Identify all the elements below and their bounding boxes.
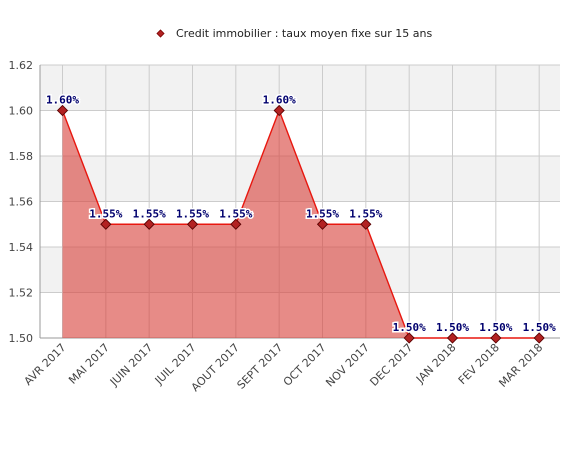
- legend-marker: [156, 29, 165, 38]
- x-tick-label: MAR 2018: [496, 341, 545, 390]
- y-tick-label: 1.58: [9, 150, 34, 163]
- y-tick-label: 1.54: [9, 241, 34, 254]
- data-labels: 1.60% 1.55% 1.55% 1.55% 1.55% 1.60% 1.55% 1.55%…: [44, 92, 557, 336]
- data-point-marker: [273, 104, 285, 117]
- data-point-marker: [360, 218, 372, 230]
- data-label: 1.55%: [176, 207, 209, 220]
- x-tick-label: SEPT 2017: [235, 341, 286, 392]
- data-point-marker: [490, 332, 502, 344]
- x-tick-label: AVR 2017: [22, 341, 69, 388]
- data-label: 1.50%: [436, 321, 469, 334]
- series-line: [61, 108, 540, 339]
- data-label: 1.55%: [133, 207, 166, 220]
- data-point-marker: [56, 104, 69, 117]
- data-label: 1.50%: [479, 321, 512, 334]
- y-tick-label: 1.52: [9, 287, 34, 300]
- y-axis: 1.50 1.52 1.54 1.56 1.58 1.60 1.62: [9, 59, 34, 345]
- data-point-marker: [143, 218, 155, 230]
- y-tick-label: 1.56: [9, 196, 34, 209]
- data-label: 1.55%: [306, 207, 339, 220]
- data-label: 1.50%: [523, 321, 556, 334]
- data-point-marker: [186, 218, 199, 230]
- data-point-marker: [446, 332, 459, 344]
- x-tick-label: JAN 2018: [413, 341, 458, 386]
- data-point-marker: [230, 218, 242, 230]
- data-point-marker: [100, 218, 112, 230]
- x-tick-label: DEC 2017: [367, 341, 415, 389]
- series-area-fill: [62, 110, 540, 338]
- data-label: 1.50%: [393, 321, 426, 334]
- series-markers: [56, 104, 545, 344]
- legend: Credit immobilier : taux moyen fixe sur …: [156, 27, 432, 40]
- data-point-marker: [316, 218, 329, 230]
- data-label: 1.60%: [46, 94, 79, 107]
- x-tick-label: MAI 2017: [66, 341, 112, 387]
- grid-band: [40, 65, 560, 111]
- x-tick-label: NOV 2017: [323, 341, 372, 390]
- data-point-marker: [533, 332, 545, 344]
- data-label: 1.55%: [349, 207, 382, 220]
- y-tick-label: 1.50: [9, 332, 34, 345]
- x-tick-label: OCT 2017: [281, 341, 329, 389]
- series-line-path: [61, 108, 540, 339]
- x-tick-label: JUIN 2017: [107, 341, 155, 389]
- y-tick-label: 1.60: [9, 105, 34, 118]
- y-tick-label: 1.62: [9, 59, 34, 72]
- series-area: [62, 110, 540, 338]
- data-label: 1.55%: [219, 207, 252, 220]
- data-label: 1.55%: [89, 207, 122, 220]
- legend-label: Credit immobilier : taux moyen fixe sur …: [176, 27, 432, 40]
- data-label: 1.60%: [263, 94, 296, 107]
- x-tick-label: FEV 2018: [456, 341, 502, 387]
- data-point-marker: [403, 332, 415, 344]
